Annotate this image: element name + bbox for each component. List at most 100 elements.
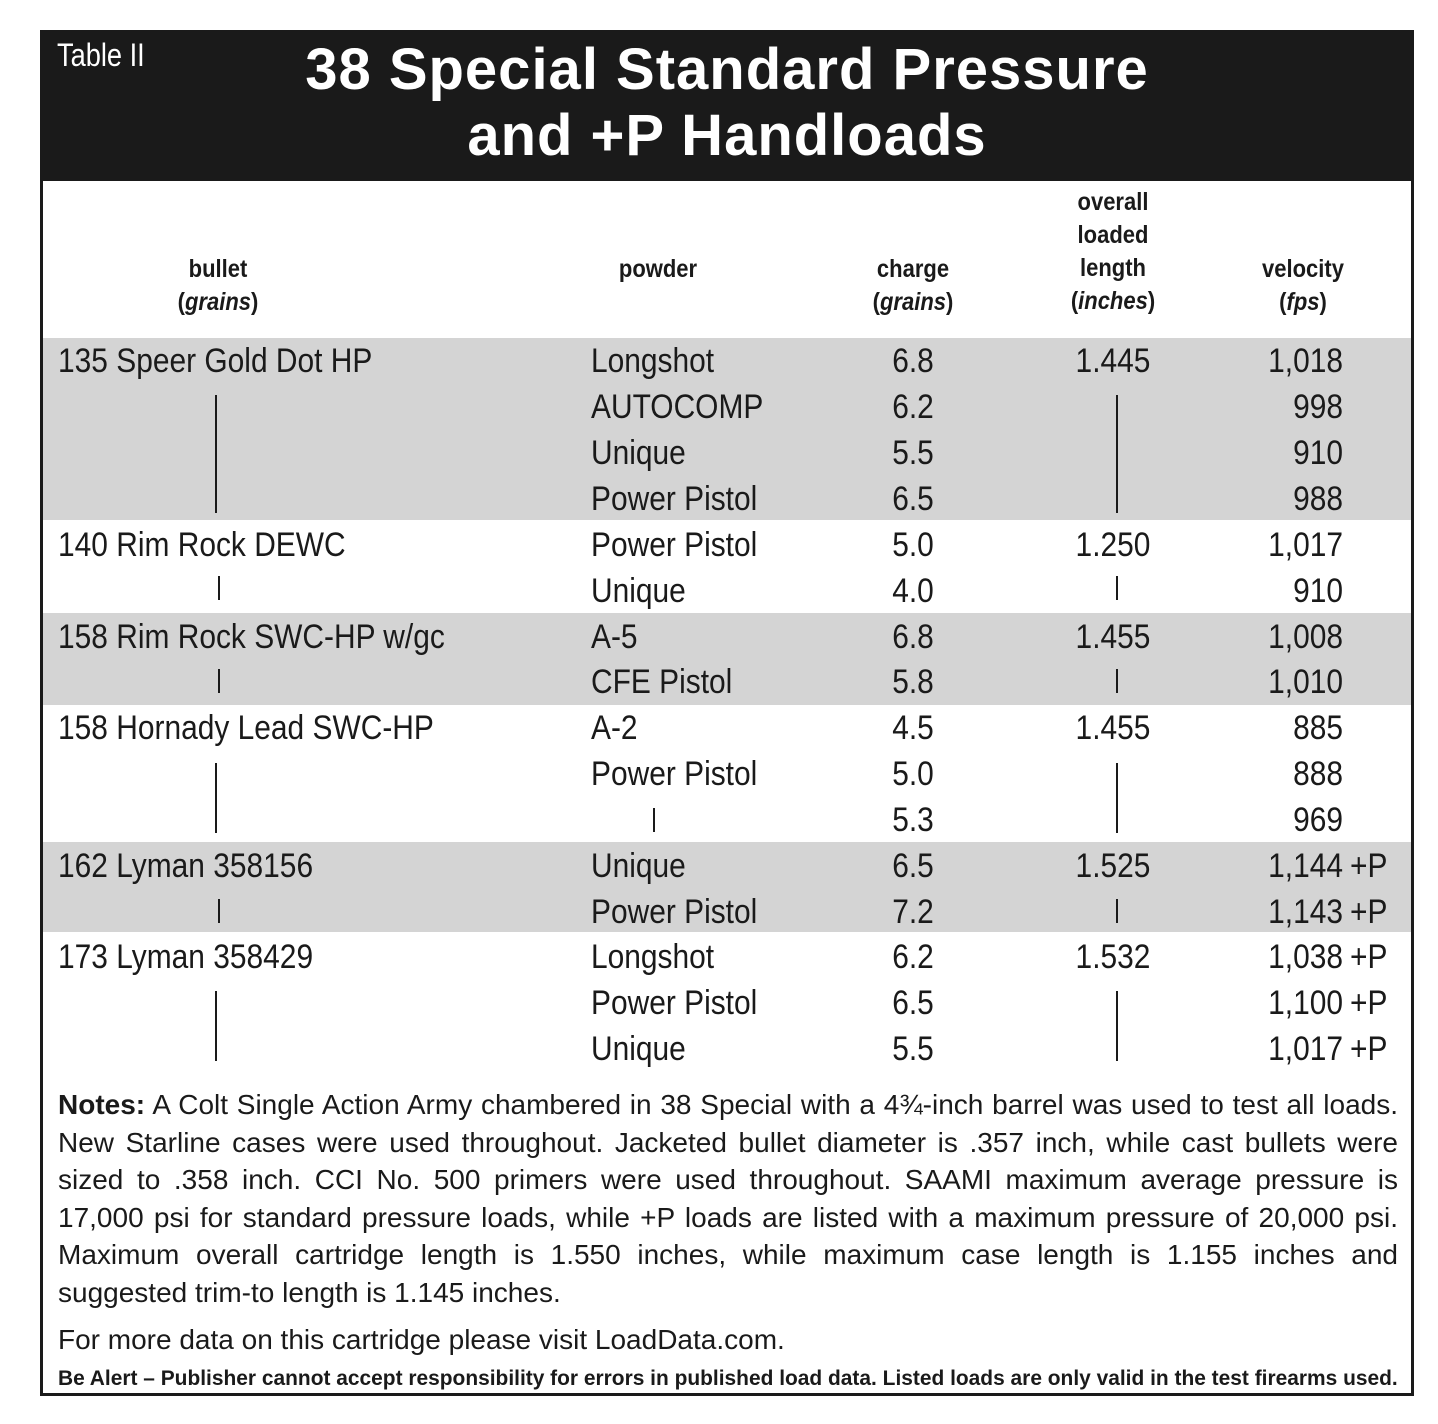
cell-velocity: 1,017 [1255, 522, 1343, 568]
plus-p-marker: +P [1350, 984, 1388, 1022]
cell-velocity: 998 [1255, 384, 1343, 430]
notes-text: A Colt Single Action Army chambered in 3… [58, 1089, 1398, 1308]
ditto-line [218, 669, 220, 693]
cell-velocity: 910 [1255, 430, 1343, 476]
cell-charge: 6.5 [892, 480, 934, 518]
col-header-charge-unit: (grains) [872, 288, 954, 316]
velocity-value: 1,008 [1268, 618, 1343, 656]
cell-oal: 1.445 [1075, 342, 1151, 380]
cell-powder: CFE Pistol [591, 663, 733, 701]
col-header-powder-label: powder [618, 255, 698, 283]
table-label: Table II [57, 37, 145, 73]
ditto-line [653, 808, 655, 832]
cell-charge: 4.0 [892, 572, 934, 610]
table-header: Table II 38 Special Standard Pressure an… [43, 33, 1411, 181]
cell-charge: 5.3 [892, 801, 934, 839]
col-header-bullet-unit: (grains) [177, 288, 259, 316]
velocity-value: 1,010 [1268, 663, 1343, 701]
col-header-oal-unit: (inches) [1070, 287, 1156, 315]
col-header-velocity-label: velocity [1262, 255, 1344, 283]
cell-velocity: 1,018 [1255, 338, 1343, 384]
cell-charge: 5.5 [892, 434, 934, 472]
plus-p-marker: +P [1350, 847, 1388, 885]
cell-velocity: 1,038 +P [1255, 934, 1387, 980]
cell-powder: Power Pistol [591, 480, 758, 518]
cell-charge: 5.5 [892, 1030, 934, 1068]
ditto-line [1116, 576, 1118, 600]
cell-charge: 4.5 [892, 709, 934, 747]
plus-p-marker: +P [1350, 1030, 1388, 1068]
cell-charge: 5.8 [892, 663, 934, 701]
cell-bullet: 135 Speer Gold Dot HP [58, 342, 373, 380]
cell-charge: 6.5 [892, 847, 934, 885]
col-header-oal-line2: loaded [1077, 221, 1149, 249]
cell-velocity: 885 [1255, 705, 1343, 751]
velocity-value: 969 [1293, 801, 1343, 839]
velocity-value: 1,143 [1268, 893, 1343, 931]
group-band [43, 613, 1411, 705]
cell-charge: 5.0 [892, 526, 934, 564]
velocity-value: 888 [1293, 755, 1343, 793]
cell-powder: Unique [591, 847, 686, 885]
cell-bullet: 173 Lyman 358429 [58, 938, 314, 976]
cell-powder: Longshot [591, 938, 715, 976]
cell-velocity: 1,143 +P [1255, 889, 1387, 935]
ditto-line [218, 899, 220, 923]
cell-powder: Power Pistol [591, 984, 758, 1022]
ditto-line [1116, 395, 1118, 513]
cell-bullet: 158 Rim Rock SWC-HP w/gc [58, 618, 445, 656]
ditto-line [215, 991, 217, 1061]
cell-powder: Power Pistol [591, 893, 758, 931]
cell-velocity: 1,100 +P [1255, 980, 1387, 1026]
load-data-table: Table II 38 Special Standard Pressure an… [40, 30, 1414, 1396]
velocity-value: 910 [1293, 572, 1343, 610]
cell-charge: 6.8 [892, 342, 934, 380]
ditto-line [215, 763, 217, 833]
cell-charge: 6.2 [892, 938, 934, 976]
cell-oal: 1.455 [1075, 709, 1151, 747]
velocity-value: 885 [1293, 709, 1343, 747]
col-header-charge: charge (grains) [843, 253, 984, 319]
velocity-value: 910 [1293, 434, 1343, 472]
col-header-powder: powder [592, 253, 724, 286]
cell-velocity: 1,010 [1255, 659, 1343, 705]
notes-label: Notes: [58, 1089, 146, 1120]
velocity-value: 988 [1293, 480, 1343, 518]
cell-oal: 1.525 [1075, 847, 1151, 885]
cell-oal: 1.532 [1075, 938, 1151, 976]
title-line-2: and +P Handloads [467, 103, 987, 168]
velocity-value: 1,100 [1268, 984, 1343, 1022]
cell-velocity: 1,144 +P [1255, 843, 1387, 889]
cell-powder: Unique [591, 1030, 686, 1068]
notes: Notes: A Colt Single Action Army chamber… [58, 1086, 1398, 1311]
col-header-charge-label: charge [876, 255, 950, 283]
page-title: 38 Special Standard Pressure and +P Hand… [43, 37, 1411, 169]
title-line-1: 38 Special Standard Pressure [305, 37, 1149, 102]
ditto-line [218, 576, 220, 600]
ditto-line [1116, 763, 1118, 833]
cell-bullet: 158 Hornady Lead SWC-HP [58, 709, 434, 747]
cell-bullet: 162 Lyman 358156 [58, 847, 314, 885]
more-data-text: For more data on this cartridge please v… [58, 1324, 785, 1355]
group-band [43, 338, 1411, 520]
col-header-bullet: bullet (grains) [148, 253, 289, 319]
cell-velocity: 1,008 [1255, 614, 1343, 660]
cell-oal: 1.455 [1075, 618, 1151, 656]
cell-powder: A-2 [591, 709, 638, 747]
velocity-value: 1,017 [1268, 1030, 1343, 1068]
ditto-line [215, 395, 217, 513]
velocity-value: 1,018 [1268, 342, 1343, 380]
cell-charge: 6.5 [892, 984, 934, 1022]
cell-velocity: 969 [1255, 797, 1343, 843]
col-header-oal-line1: overall [1077, 188, 1149, 216]
plus-p-marker: +P [1350, 893, 1388, 931]
velocity-value: 1,017 [1268, 526, 1343, 564]
col-header-velocity: velocity (fps) [1233, 253, 1374, 319]
cell-powder: AUTOCOMP [591, 388, 764, 426]
group-band [43, 842, 1411, 932]
cell-oal: 1.250 [1075, 526, 1151, 564]
disclaimer: Be Alert – Publisher cannot accept respo… [58, 1367, 1398, 1390]
ditto-line [1116, 669, 1118, 693]
cell-velocity: 888 [1255, 751, 1343, 797]
cell-charge: 6.8 [892, 618, 934, 656]
